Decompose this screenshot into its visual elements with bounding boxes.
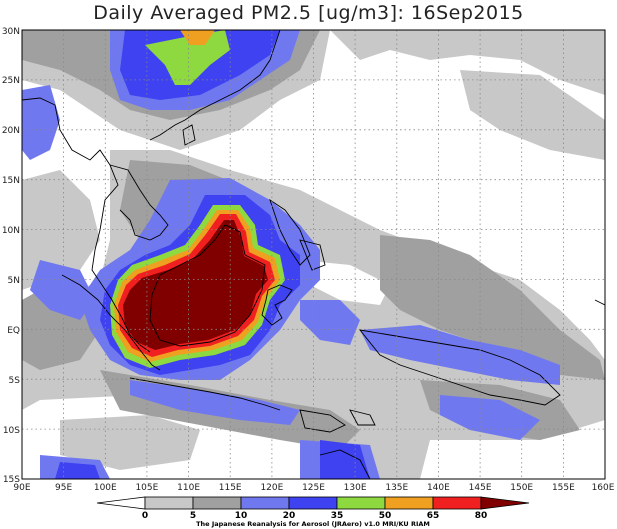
- lon-label: 105E: [135, 483, 158, 493]
- lon-label: 90E: [13, 483, 30, 493]
- gridlines: [22, 30, 605, 479]
- colorbar-label: 0: [142, 511, 148, 521]
- colorbar-label: 5: [190, 511, 196, 521]
- lon-label: 130E: [344, 483, 367, 493]
- colorbar: 0 5 10 20 35 50 65 80 The Japanese Reana…: [96, 496, 530, 528]
- colorbar-segment: [96, 496, 146, 510]
- pm25-map: [22, 30, 605, 479]
- colorbar-label: 10: [235, 511, 248, 521]
- lat-label: EQ: [7, 326, 20, 336]
- map-title: Daily Averaged PM2.5 [ug/m3]: 16Sep2015: [93, 2, 524, 24]
- lon-label: 125E: [302, 483, 325, 493]
- pm25-layer-core: [123, 220, 268, 350]
- colorbar-label: 50: [379, 511, 392, 521]
- lon-label: 95E: [55, 483, 72, 493]
- lon-label: 145E: [469, 483, 492, 493]
- lon-label: 115E: [219, 483, 242, 493]
- colorbar-segment: [432, 496, 482, 510]
- colorbar-segment: [192, 496, 242, 510]
- lon-label: 135E: [385, 483, 408, 493]
- colorbar-label: 65: [427, 511, 440, 521]
- lat-label: 5N: [8, 276, 20, 286]
- lat-label: 5S: [9, 376, 21, 386]
- lat-label: 20N: [2, 126, 20, 136]
- lon-label: 140E: [427, 483, 450, 493]
- lat-label: 10S: [3, 426, 20, 436]
- lat-label: 15N: [2, 176, 20, 186]
- colorbar-label: 35: [331, 511, 344, 521]
- lon-label: 155E: [552, 483, 575, 493]
- lat-label: 10N: [2, 226, 20, 236]
- colorbar-segment: [240, 496, 290, 510]
- colorbar-segment: [384, 496, 434, 510]
- lon-label: 120E: [260, 483, 283, 493]
- lon-label: 110E: [177, 483, 200, 493]
- longitude-labels: 90E 95E 100E 105E 110E 115E 120E 125E 13…: [13, 483, 614, 493]
- colorbar-segment: [144, 496, 194, 510]
- colorbar-label: 80: [475, 511, 488, 521]
- colorbar-segment: [336, 496, 386, 510]
- colorbar-segment: [480, 496, 530, 510]
- lat-label: 15S: [3, 475, 20, 485]
- lat-label: 25N: [2, 76, 20, 86]
- lon-label: 160E: [592, 483, 615, 493]
- lon-label: 100E: [94, 483, 117, 493]
- latitude-labels: 30N 25N 20N 15N 10N 5N EQ 5S 10S 15S: [2, 27, 20, 485]
- coastlines: [22, 30, 605, 479]
- data-credit: The Japanese Reanalysis for Aerosol (JRA…: [196, 520, 430, 528]
- lat-label: 30N: [2, 27, 20, 37]
- colorbar-segment: [288, 496, 338, 510]
- colorbar-label: 20: [283, 511, 296, 521]
- map-frame: [21, 29, 606, 480]
- lon-label: 150E: [510, 483, 533, 493]
